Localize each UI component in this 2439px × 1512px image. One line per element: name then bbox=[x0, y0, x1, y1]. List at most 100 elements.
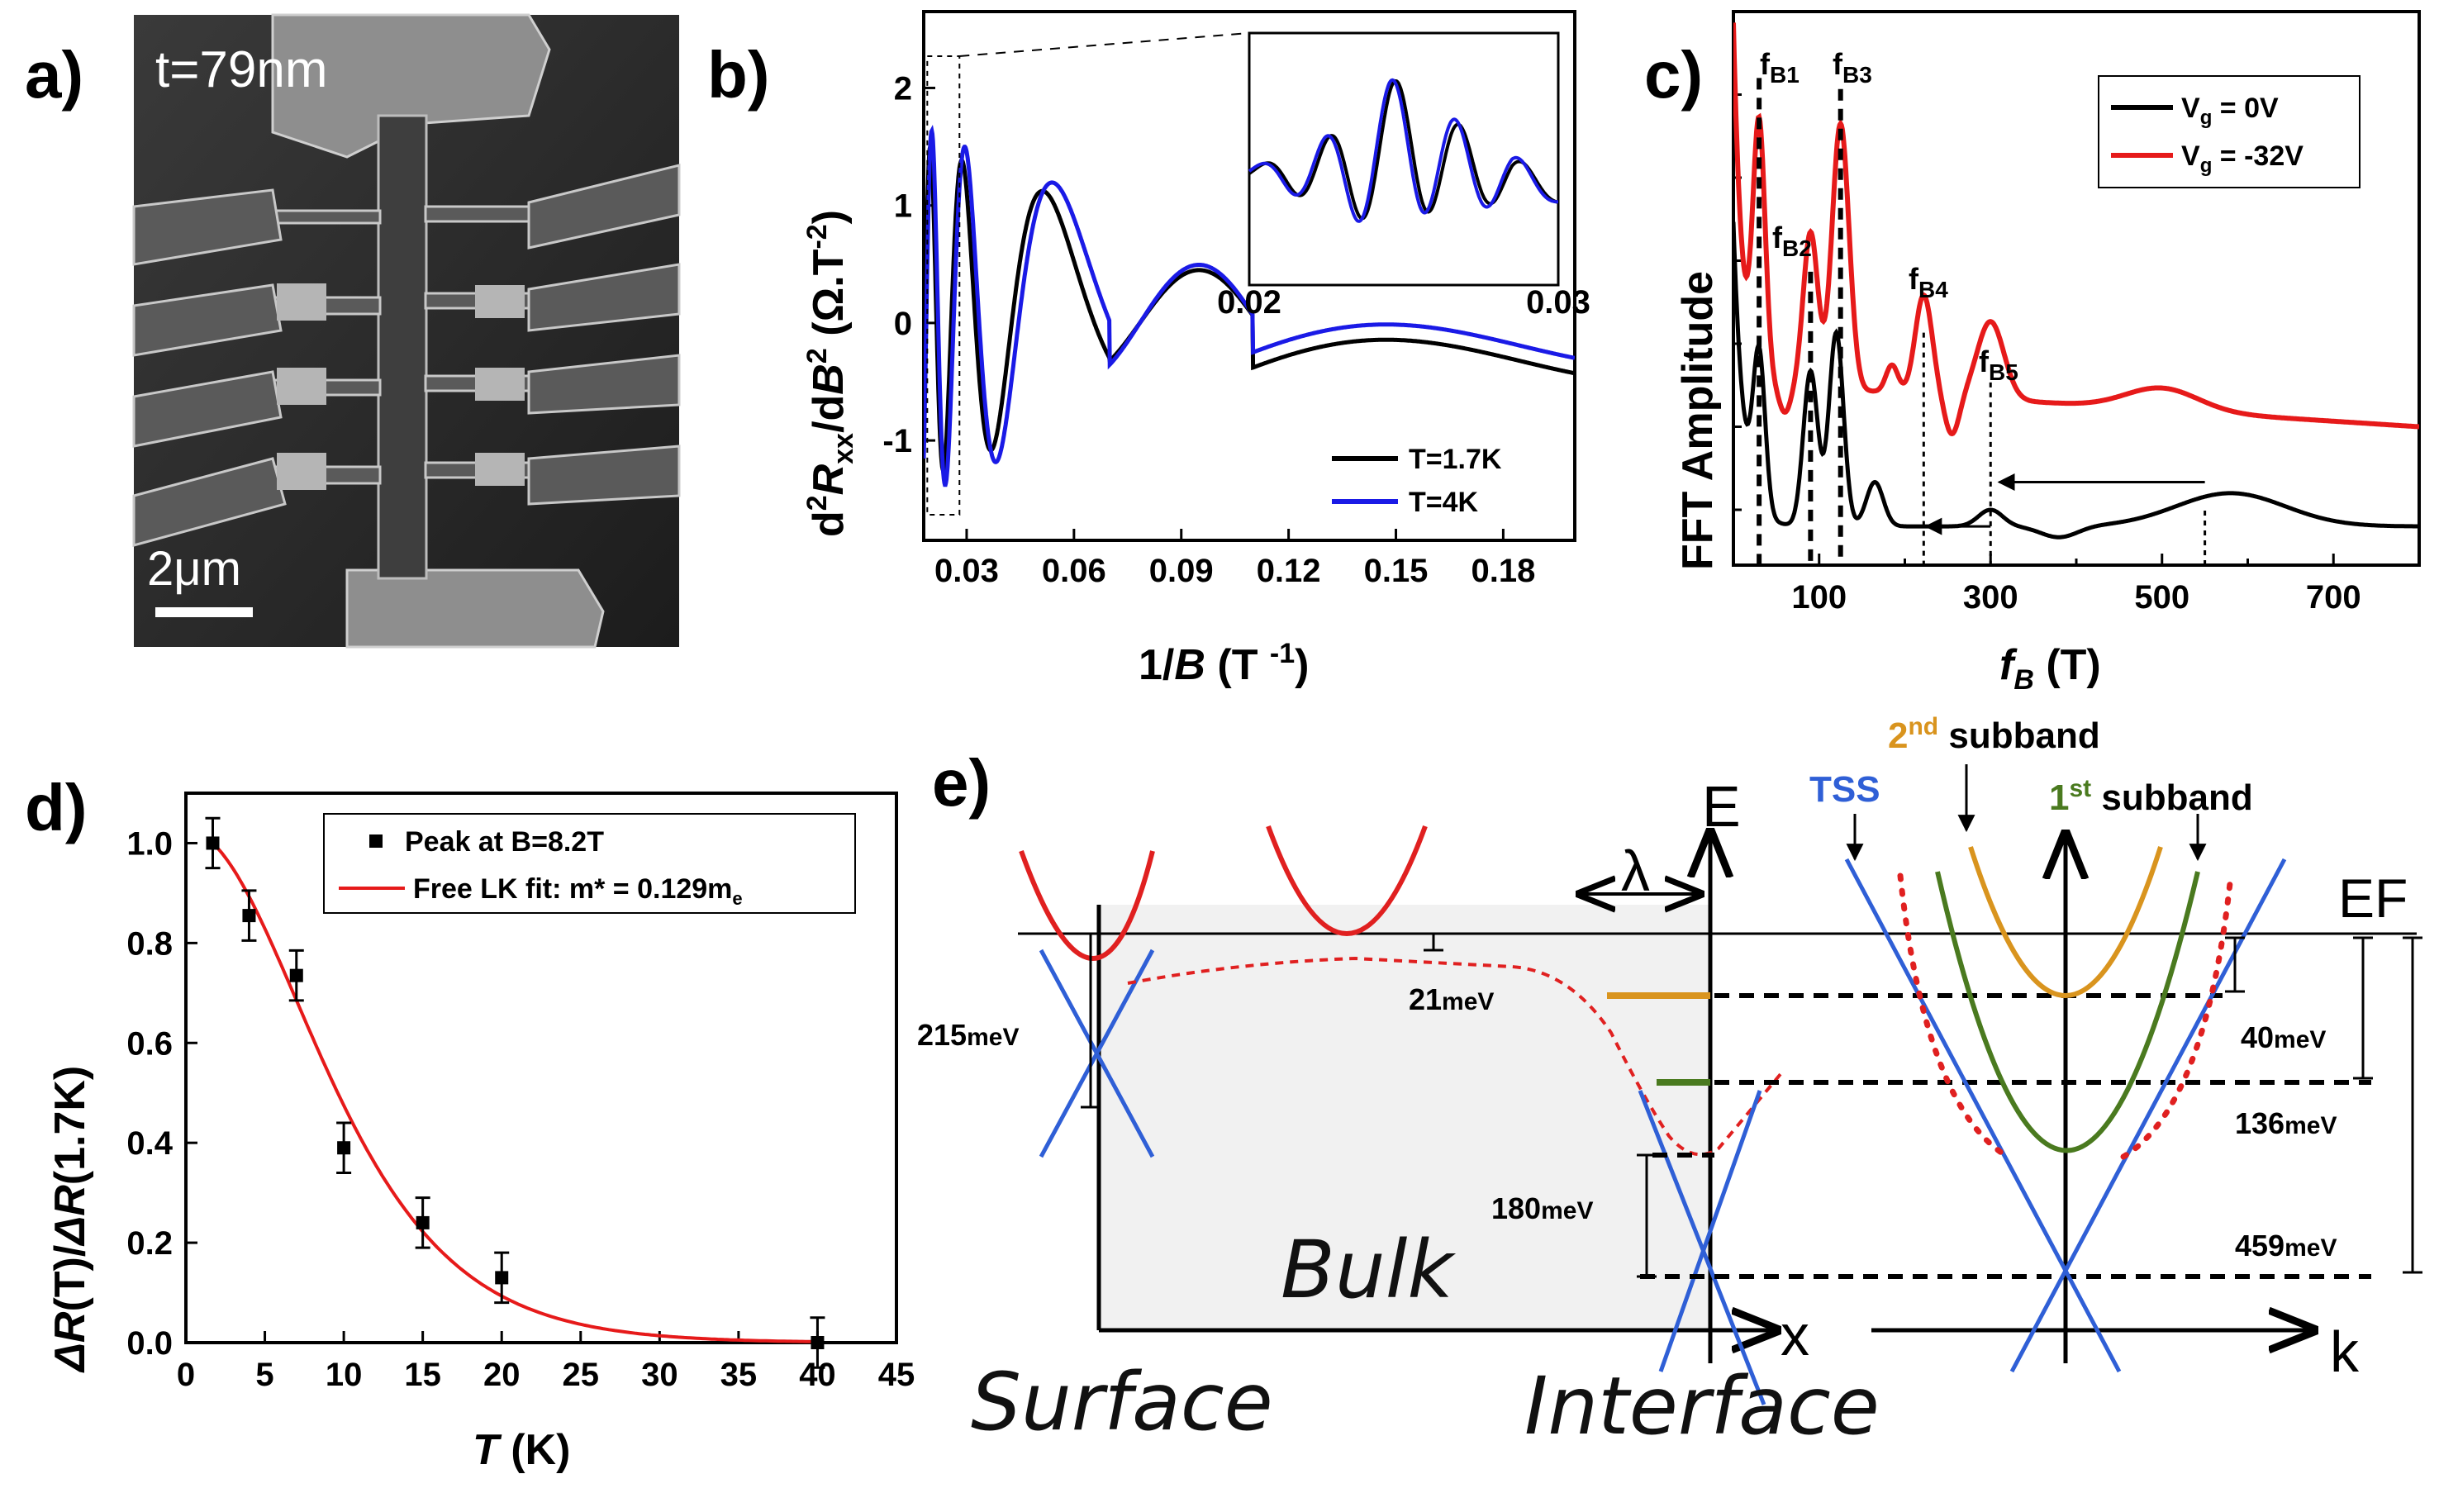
sem-image bbox=[132, 13, 681, 649]
sem-scalebar-label: 2μm bbox=[147, 542, 241, 596]
chart-d-ylabel: ΔR(T)/ΔR(1.7K) bbox=[46, 1066, 94, 1373]
e-axis-label: E bbox=[1702, 774, 1741, 839]
sub1-label: 1st subband bbox=[2049, 775, 2253, 818]
panel-a-label: a) bbox=[25, 38, 83, 112]
chart-c-peak-label: fB4 bbox=[1909, 262, 1948, 302]
chart-d-point bbox=[495, 1271, 509, 1285]
chart-b-inset-xtick-label: 0.03 bbox=[1526, 284, 1590, 321]
chart-c-xtick-label: 100 bbox=[1791, 579, 1847, 616]
chart-b-inset-series-1.7K bbox=[1248, 78, 1559, 221]
chart-d-xtick-label: 35 bbox=[720, 1357, 758, 1393]
chart-b-inset-xtick-label: 0.02 bbox=[1217, 284, 1281, 321]
chart-d-fit-curve bbox=[212, 842, 818, 1343]
chart-b-zoom-box bbox=[926, 55, 961, 516]
chart-b-ytick-label: 0 bbox=[894, 306, 912, 342]
tss-line-1 bbox=[1844, 858, 2122, 1373]
chart-d-point bbox=[242, 909, 256, 923]
chart-d-ytick-label: 0.6 bbox=[126, 1025, 173, 1062]
energy-40: 40meV bbox=[2241, 1020, 2326, 1054]
surface-dirac-line-2 bbox=[1039, 949, 1155, 1158]
chart-d-legend-box bbox=[323, 813, 856, 914]
chart-c-peak-label: fB3 bbox=[1833, 47, 1872, 88]
sub2-label: 2nd subband bbox=[1888, 713, 2100, 756]
panel-c-label: c) bbox=[1644, 38, 1703, 112]
chart-d-xtick-label: 10 bbox=[326, 1357, 363, 1393]
chart-b-ytick-label: -1 bbox=[882, 423, 912, 459]
chart-c-legend-label: Vg = 0V bbox=[2181, 93, 2279, 129]
chart-b-ytick-label: 2 bbox=[894, 70, 912, 107]
chart-b-frame bbox=[922, 10, 1576, 542]
first-subband-curve bbox=[1935, 871, 2200, 1153]
bulk-label: Bulk bbox=[1281, 1224, 1456, 1316]
chart-d-ytick-label: 0.4 bbox=[126, 1125, 173, 1162]
chart-b-plot-area bbox=[924, 125, 1575, 487]
panel-e-label: e) bbox=[932, 746, 991, 820]
energy-136: 136meV bbox=[2235, 1106, 2337, 1140]
chart-b-inset-series-4K bbox=[1248, 78, 1558, 223]
panel-d-label: d) bbox=[25, 771, 88, 844]
interface-label: Interface bbox=[1524, 1360, 1880, 1453]
chart-b-xtick-label: 0.12 bbox=[1257, 553, 1321, 589]
chart-d-legend-marker bbox=[369, 834, 383, 848]
chart-d-xtick-label: 30 bbox=[641, 1357, 678, 1393]
k-axis-label: k bbox=[2330, 1319, 2360, 1384]
chart-c: 100 300 500 700 fB1 fB2 fB3 fB4 fB5 Vg = 0V Vg = -… bbox=[1732, 10, 2421, 616]
chart-d-point bbox=[337, 1141, 351, 1155]
energy-bars bbox=[1081, 932, 2422, 1278]
chart-d-xtick-label: 25 bbox=[563, 1357, 600, 1393]
chart-d-xtick-label: 0 bbox=[177, 1357, 195, 1393]
chart-d-point bbox=[811, 1336, 825, 1349]
chart-c-peak-label: fB5 bbox=[1979, 345, 2018, 385]
chart-b-inset bbox=[1248, 31, 1560, 287]
surface-conduction-band bbox=[1019, 849, 1155, 961]
chart-d-legend-fit-label: Free LK fit: m* = 0.129me bbox=[413, 873, 743, 909]
chart-d-ytick-label: 0.8 bbox=[126, 925, 173, 962]
chart-b-xtick-label: 0.18 bbox=[1471, 553, 1535, 589]
x-axis-label: x bbox=[1781, 1303, 1809, 1367]
lambda-label: λ bbox=[1621, 839, 1650, 903]
chart-d-xtick-label: 20 bbox=[483, 1357, 521, 1393]
sem-scalebar bbox=[155, 607, 253, 617]
energy-215: 215meV bbox=[917, 1018, 1019, 1052]
chart-d-xtick-label: 45 bbox=[878, 1357, 915, 1393]
chart-b-legend-label: T=4K bbox=[1409, 487, 1479, 518]
chart-c-xtick-label: 700 bbox=[2306, 579, 2361, 616]
chart-b-xlabel: 1/B (T -1) bbox=[1139, 638, 1309, 689]
chart-b-zoom-link bbox=[959, 32, 1250, 57]
energy-180: 180meV bbox=[1491, 1191, 1593, 1225]
chart-d-point bbox=[206, 836, 220, 850]
chart-b-xtick-label: 0.09 bbox=[1149, 553, 1214, 589]
chart-b-xtick-label: 0.06 bbox=[1042, 553, 1106, 589]
surface-label: Surface bbox=[971, 1356, 1273, 1448]
chart-d-xtick-label: 15 bbox=[404, 1357, 441, 1393]
chart-b-legend-label: T=1.7K bbox=[1409, 444, 1502, 475]
chart-c-legend-box bbox=[2098, 75, 2361, 188]
interface-dirac-line-1 bbox=[1638, 1090, 1766, 1405]
chart-c-xtick-label: 300 bbox=[1963, 579, 2018, 616]
bulk-conduction-band bbox=[1266, 825, 1428, 936]
chart-c-series-32V bbox=[1733, 22, 2419, 437]
chart-b-xtick-label: 0.15 bbox=[1364, 553, 1429, 589]
chart-d-xtick-label: 5 bbox=[255, 1357, 273, 1393]
chart-b-ytick-label: 1 bbox=[894, 188, 912, 225]
chart-d-point bbox=[289, 968, 303, 982]
tss-label: TSS bbox=[1809, 769, 1880, 810]
bulk-region bbox=[1099, 905, 1710, 1332]
chart-c-legend-label: Vg = -32V bbox=[2181, 140, 2304, 177]
chart-d: 0 5 10 15 20 25 30 35 40 450.00.20.40.60.81.0 Peak… bbox=[126, 792, 915, 1393]
chart-c-ylabel: FFT Amplitude bbox=[1674, 271, 1722, 570]
chart-d-xlabel: T (K) bbox=[473, 1426, 570, 1474]
chart-c-series-0V bbox=[1733, 221, 2419, 540]
chart-d-ytick-label: 1.0 bbox=[126, 825, 173, 862]
chart-d-frame bbox=[184, 792, 898, 1344]
band-bending-curve bbox=[1127, 956, 1782, 1157]
energy-21: 21meV bbox=[1409, 982, 1494, 1016]
energy-459: 459meV bbox=[2235, 1229, 2337, 1262]
chart-c-xtick-label: 500 bbox=[2134, 579, 2189, 616]
panel-b-label: b) bbox=[707, 38, 770, 112]
second-subband-curve bbox=[1968, 846, 2163, 998]
chart-d-point bbox=[416, 1215, 430, 1229]
chart-c-xlabel: fB (T) bbox=[1999, 641, 2101, 696]
chart-b-xtick-label: 0.03 bbox=[934, 553, 999, 589]
